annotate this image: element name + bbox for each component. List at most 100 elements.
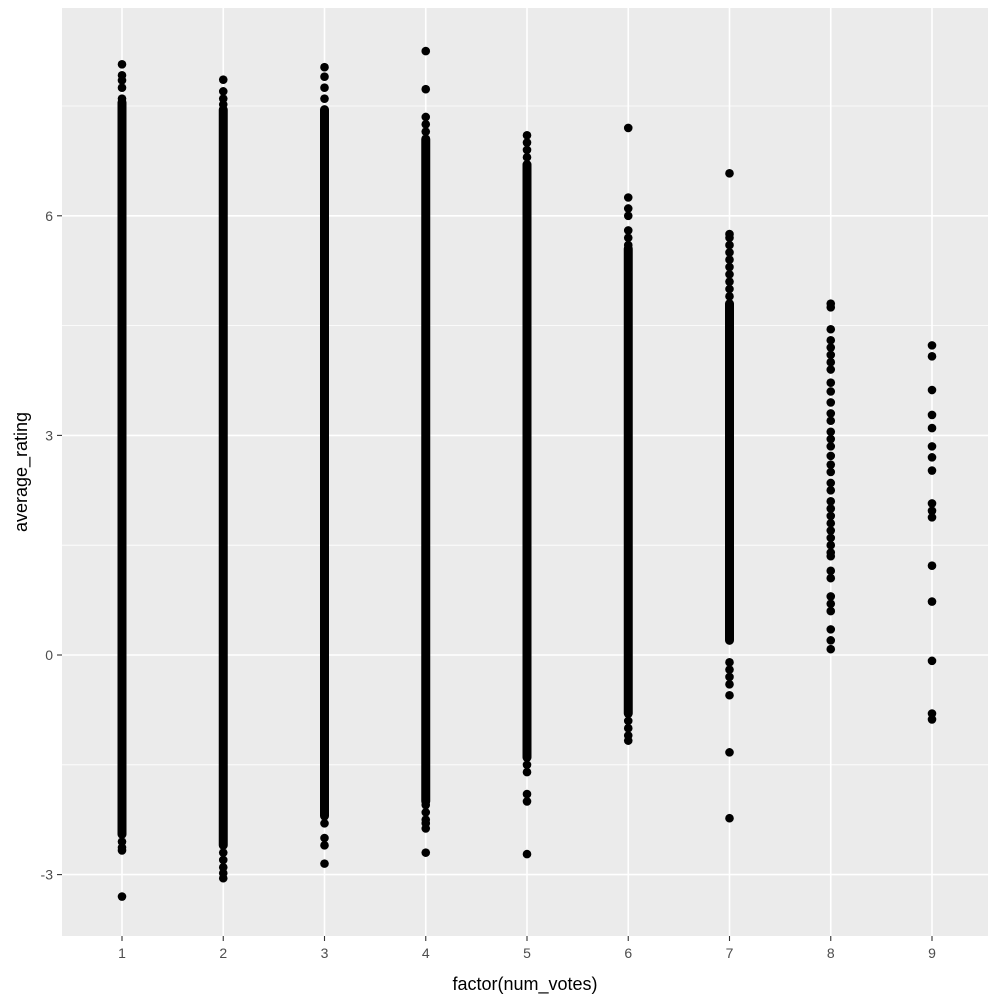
x-tick-label: 2	[219, 945, 227, 961]
data-point	[117, 94, 127, 103]
data-point	[522, 767, 532, 777]
data-point	[826, 350, 836, 360]
data-point	[725, 262, 734, 272]
data-point	[826, 625, 836, 634]
data-point	[421, 824, 431, 833]
data-point	[623, 123, 633, 133]
data-point	[826, 533, 836, 543]
data-point	[218, 873, 228, 883]
data-point	[927, 715, 937, 724]
data-point	[623, 233, 633, 243]
data-point	[927, 410, 937, 420]
data-point	[218, 848, 228, 857]
data-point	[927, 499, 937, 508]
data-point	[623, 211, 633, 221]
data-point	[725, 270, 734, 279]
data-point	[927, 561, 937, 570]
data-point	[320, 859, 329, 868]
data-point	[623, 193, 633, 202]
data-point	[725, 284, 734, 294]
data-point	[522, 760, 532, 770]
data-point	[725, 658, 734, 667]
data-point	[320, 72, 329, 82]
data-point	[320, 819, 329, 828]
data-point	[725, 255, 734, 265]
data-point	[623, 204, 633, 213]
x-tick-label: 3	[321, 945, 329, 961]
y-tick-label: -3	[41, 867, 54, 883]
data-point	[927, 453, 937, 462]
data-point	[623, 723, 633, 733]
data-point	[725, 672, 734, 682]
data-point	[927, 656, 937, 666]
axes: -3 0 3 6 1 2 3 4 5 6 7 8 9	[41, 208, 937, 961]
data-point	[421, 84, 431, 94]
data-point	[421, 800, 431, 810]
y-tick-label: 6	[45, 208, 53, 224]
data-point	[725, 813, 734, 823]
x-tick-label: 1	[118, 945, 126, 961]
data-point	[826, 486, 836, 495]
data-point	[522, 145, 532, 155]
data-point	[826, 324, 836, 334]
data-point	[623, 240, 633, 250]
data-point	[826, 566, 836, 576]
data-point	[725, 748, 734, 757]
data-point	[725, 292, 734, 301]
data-point	[826, 606, 836, 616]
data-point	[117, 59, 127, 69]
data-point	[218, 87, 228, 96]
y-tick-label: 3	[45, 427, 53, 443]
x-axis-title: factor(num_votes)	[452, 974, 597, 995]
data-point	[927, 385, 937, 395]
data-point	[522, 138, 532, 147]
data-point	[117, 76, 127, 85]
data-point	[826, 378, 836, 387]
data-point	[725, 240, 734, 250]
data-point	[826, 343, 836, 352]
data-point	[826, 460, 836, 469]
data-point	[927, 352, 937, 361]
data-point	[826, 434, 836, 444]
x-tick-label: 7	[726, 945, 734, 961]
data-point	[117, 846, 127, 855]
data-point	[826, 511, 836, 521]
data-point	[826, 398, 836, 407]
data-point	[927, 423, 937, 433]
data-point	[623, 736, 633, 745]
data-point	[826, 496, 836, 506]
data-point	[826, 409, 836, 418]
data-point	[826, 644, 836, 654]
data-point	[826, 416, 836, 426]
data-point	[927, 597, 937, 606]
data-point	[725, 277, 734, 286]
data-point	[320, 83, 329, 92]
data-point	[522, 130, 532, 140]
data-point	[826, 592, 836, 601]
data-point	[826, 442, 836, 451]
data-point	[927, 341, 937, 350]
data-point	[725, 690, 734, 700]
data-point	[826, 573, 836, 583]
data-point	[320, 841, 329, 850]
data-point	[725, 169, 734, 178]
data-point	[421, 127, 431, 136]
data-point	[826, 467, 836, 477]
data-point	[826, 451, 836, 461]
data-point	[725, 679, 734, 689]
data-point	[725, 665, 734, 674]
y-axis-title: average_rating	[11, 412, 32, 532]
data-point	[826, 518, 836, 528]
data-point	[826, 387, 836, 396]
data-point	[826, 427, 836, 437]
data-point	[218, 75, 228, 84]
data-point	[826, 540, 836, 550]
data-point	[826, 335, 836, 345]
data-point	[320, 94, 329, 103]
x-tick-label: 8	[827, 945, 835, 961]
data-point	[320, 62, 329, 72]
data-point	[421, 848, 431, 857]
data-point	[725, 248, 734, 257]
data-point	[218, 855, 228, 865]
